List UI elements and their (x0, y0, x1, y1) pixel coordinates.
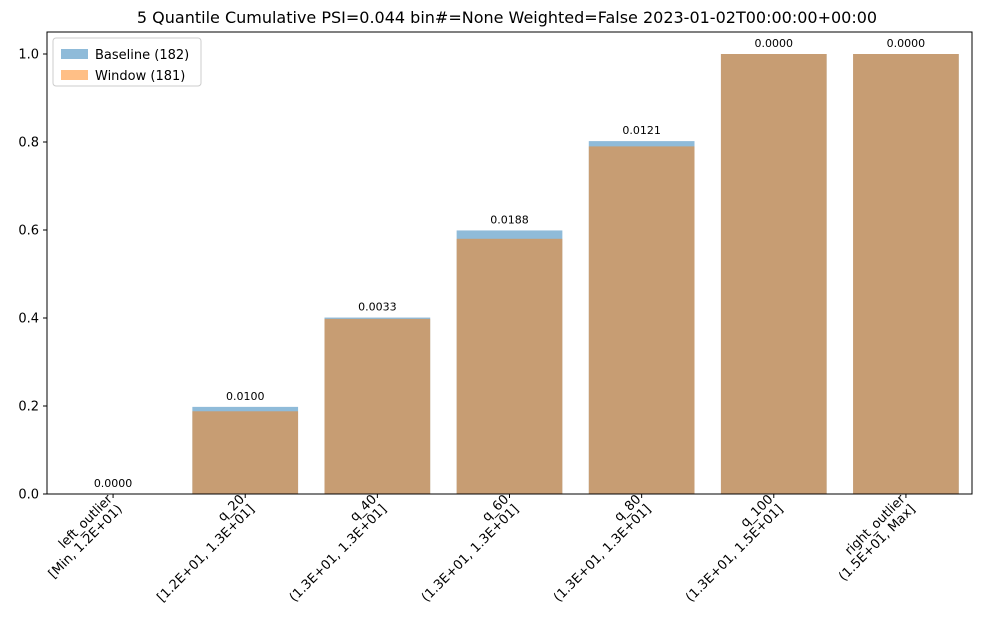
bar-value-label: 0.0000 (94, 477, 133, 490)
legend-box (52, 37, 202, 87)
legend: Baseline (182) Window (181) (52, 37, 202, 87)
legend-swatch (61, 70, 88, 80)
y-tick-label: 0.4 (18, 312, 39, 327)
x-tick-label: right_outlier(1.5E+01, Max] (826, 492, 919, 585)
bar-value-label: 0.0121 (622, 124, 661, 137)
x-tick-label: left_outlier[Min, 1.2E+01) (36, 492, 126, 582)
legend-swatch (61, 49, 88, 59)
bar-series-1-5 (720, 54, 827, 494)
y-axis: 0.0 0.2 0.4 0.6 0.8 1.0 (18, 48, 47, 503)
x-tick-label: q_100(1.3E+01, 1.5E+01] (673, 492, 786, 605)
bar-value-label: 0.0000 (755, 37, 794, 50)
x-axis: left_outlier[Min, 1.2E+01) q_20[1.2E+01, … (36, 492, 919, 606)
bar-series-1-2 (324, 318, 431, 494)
y-tick-label: 0.0 (18, 488, 39, 503)
x-tick-label: q_60(1.3E+01, 1.3E+01] (409, 492, 522, 605)
y-tick-label: 1.0 (18, 48, 39, 63)
bar-value-label: 0.0100 (226, 390, 265, 403)
y-tick-label: 0.8 (18, 136, 39, 151)
plot-frame (46, 31, 973, 495)
chart-title: 5 Quantile Cumulative PSI=0.044 bin#=Non… (137, 8, 877, 27)
x-tick-label: q_40(1.3E+01, 1.3E+01] (277, 492, 390, 605)
bar-series-1-3 (456, 238, 563, 494)
x-tick-label: q_20[1.2E+01, 1.3E+01] (145, 492, 258, 605)
legend-label: Baseline (182) (95, 48, 189, 63)
bar-series-1-1 (192, 411, 299, 494)
bars-layer (192, 54, 959, 494)
y-tick-label: 0.6 (18, 224, 39, 239)
bar-value-label: 0.0188 (490, 213, 529, 226)
bar-value-label: 0.0000 (887, 37, 926, 50)
bar-value-label: 0.0033 (358, 301, 397, 314)
data-labels-layer: 0.0000 0.0100 0.0033 0.0188 0.0121 0.0000 0.00… (94, 37, 925, 490)
legend-label: Window (181) (95, 69, 185, 84)
y-tick-label: 0.2 (18, 400, 39, 415)
bar-series-1-6 (853, 54, 959, 494)
bar-series-1-4 (588, 146, 695, 494)
x-tick-label: q_80(1.3E+01, 1.3E+01] (541, 492, 654, 605)
